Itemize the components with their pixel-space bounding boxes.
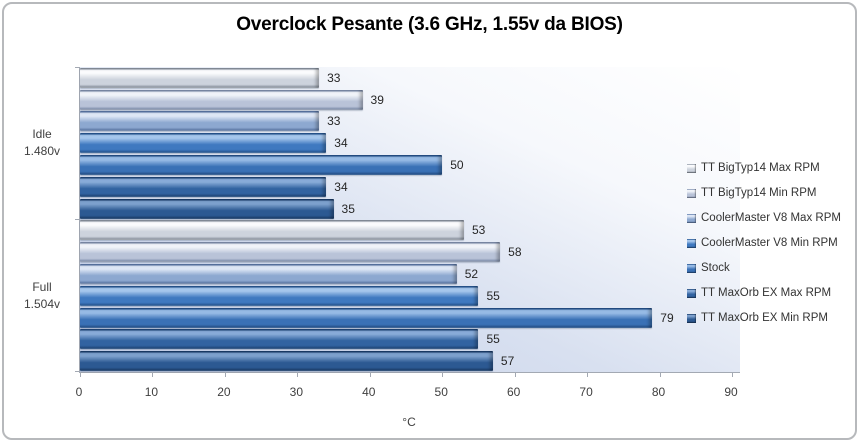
bar-value-label: 55 — [486, 288, 500, 303]
bar — [80, 307, 653, 328]
x-axis-tick-label: 10 — [144, 385, 159, 399]
y-axis-tick — [75, 67, 80, 68]
x-axis-tick — [224, 372, 226, 377]
bar-value-label: 39 — [370, 92, 384, 107]
bar — [80, 242, 501, 263]
legend-item: TT BigTyp14 Max RPM — [687, 162, 841, 174]
bar — [80, 155, 443, 176]
bar-row: 79 — [80, 307, 740, 328]
category-label: Idle 1.480v — [23, 127, 61, 159]
legend-label: CoolerMaster V8 Min RPM — [701, 237, 838, 249]
bar — [80, 285, 479, 306]
bar — [80, 351, 493, 372]
bar — [80, 220, 464, 241]
x-axis-tick — [152, 372, 154, 377]
legend-marker-icon — [687, 163, 696, 173]
bar-value-label: 34 — [334, 179, 348, 194]
x-axis-tick — [659, 372, 661, 377]
bar-value-label: 50 — [450, 158, 464, 173]
bar-row: 52 — [80, 263, 740, 284]
bar-group: 53 58 52 55 79 55 57 — [80, 220, 740, 373]
y-axis-tick — [75, 371, 80, 372]
legend: TT BigTyp14 Max RPM TT BigTyp14 Min RPM Co… — [687, 162, 841, 337]
x-axis-tick — [369, 372, 371, 377]
bar-value-label: 33 — [327, 70, 341, 85]
bar — [80, 198, 334, 219]
x-axis-tick-label: 60 — [506, 385, 521, 399]
bar-value-label: 53 — [471, 223, 486, 238]
legend-label: CoolerMaster V8 Max RPM — [701, 212, 841, 224]
x-axis-tick — [297, 372, 299, 377]
x-axis-tick — [587, 372, 589, 377]
legend-label: TT MaxOrb EX Min RPM — [701, 312, 828, 324]
bar-row: 33 — [80, 67, 740, 88]
bar-group: 33 39 33 34 50 34 35 — [80, 67, 740, 220]
bar — [80, 263, 457, 284]
bar — [80, 329, 479, 350]
bar — [80, 133, 327, 154]
x-axis-tick — [80, 372, 81, 377]
y-axis-tick — [75, 219, 80, 220]
legend-marker-icon — [687, 263, 696, 273]
legend-item: TT MaxOrb EX Max RPM — [687, 287, 841, 299]
x-axis-tick-label: 50 — [434, 385, 448, 399]
x-axis-tick-label: 20 — [217, 385, 231, 399]
bar-row: 58 — [80, 242, 740, 263]
bar-value-label: 55 — [486, 332, 500, 347]
bar-row: 39 — [80, 89, 740, 110]
bar — [80, 176, 327, 197]
legend-item: CoolerMaster V8 Max RPM — [687, 212, 841, 224]
category-label: Full 1.504v — [23, 279, 61, 311]
chart-title: Overclock Pesante (3.6 GHz, 1.55v da BIO… — [236, 14, 623, 35]
legend-item: Stock — [687, 262, 841, 274]
legend-label: Stock — [701, 262, 730, 274]
legend-item: CoolerMaster V8 Min RPM — [687, 237, 841, 249]
legend-marker-icon — [687, 313, 696, 323]
x-axis-tick-label: 80 — [651, 385, 666, 399]
bar — [80, 67, 320, 88]
x-axis-tick-label: 70 — [579, 385, 593, 399]
legend-marker-icon — [687, 188, 696, 198]
x-axis-tick-labels: 0 10 20 30 40 50 60 70 80 90 — [75, 385, 739, 401]
bar-row: 50 — [80, 155, 740, 176]
legend-item: TT MaxOrb EX Min RPM — [687, 312, 841, 324]
legend-marker-icon — [687, 213, 696, 223]
bar-row: 35 — [80, 198, 740, 219]
x-axis-tick-label: 90 — [724, 385, 738, 399]
bar-value-label: 33 — [327, 114, 341, 129]
legend-label: TT BigTyp14 Max RPM — [701, 162, 820, 174]
x-axis-tick — [732, 372, 733, 377]
legend-label: TT MaxOrb EX Max RPM — [701, 287, 832, 299]
legend-marker-icon — [687, 238, 696, 248]
bar-row: 34 — [80, 133, 740, 154]
bar-value-label: 58 — [508, 245, 522, 260]
plot-area: 33 39 33 34 50 34 35 53 58 52 55 79 55 57 — [75, 67, 740, 377]
bar-value-label: 52 — [464, 266, 479, 281]
x-axis-tick — [514, 372, 516, 377]
bar-value-label: 79 — [660, 310, 674, 325]
bar — [80, 111, 320, 132]
legend-marker-icon — [687, 288, 696, 298]
x-axis-tick-label: 0 — [75, 385, 83, 399]
bar-row: 57 — [80, 351, 740, 372]
legend-label: TT BigTyp14 Min RPM — [701, 187, 817, 199]
bar-row: 55 — [80, 329, 740, 350]
bar-value-label: 34 — [334, 136, 348, 151]
bar-row: 34 — [80, 176, 740, 197]
bar-row: 33 — [80, 111, 740, 132]
bar-value-label: 35 — [341, 201, 355, 216]
legend-item: TT BigTyp14 Min RPM — [687, 187, 841, 199]
bar — [80, 89, 363, 110]
x-axis-tick — [442, 372, 444, 377]
x-axis-title: °C — [402, 415, 416, 429]
bar-value-label: 57 — [500, 354, 515, 369]
bar-row: 53 — [80, 220, 740, 241]
bar-row: 55 — [80, 285, 740, 306]
x-axis-tick-label: 30 — [289, 385, 304, 399]
x-axis-tick-label: 40 — [362, 385, 376, 399]
